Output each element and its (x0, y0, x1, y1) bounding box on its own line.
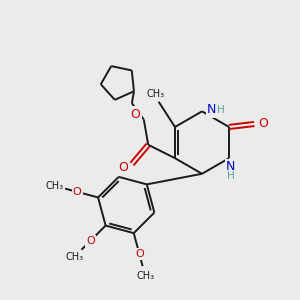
Text: CH₃: CH₃ (46, 181, 64, 191)
Text: O: O (135, 249, 144, 259)
Text: O: O (118, 160, 128, 174)
Text: H: H (227, 171, 234, 181)
Text: O: O (86, 236, 95, 246)
Text: N: N (226, 160, 235, 173)
Text: N: N (207, 103, 216, 116)
Text: CH₃: CH₃ (147, 89, 165, 99)
Text: CH₃: CH₃ (65, 252, 83, 262)
Text: O: O (73, 187, 82, 197)
Text: CH₃: CH₃ (136, 271, 155, 281)
Text: H: H (218, 105, 225, 115)
Text: O: O (258, 118, 268, 130)
Text: O: O (130, 108, 140, 121)
